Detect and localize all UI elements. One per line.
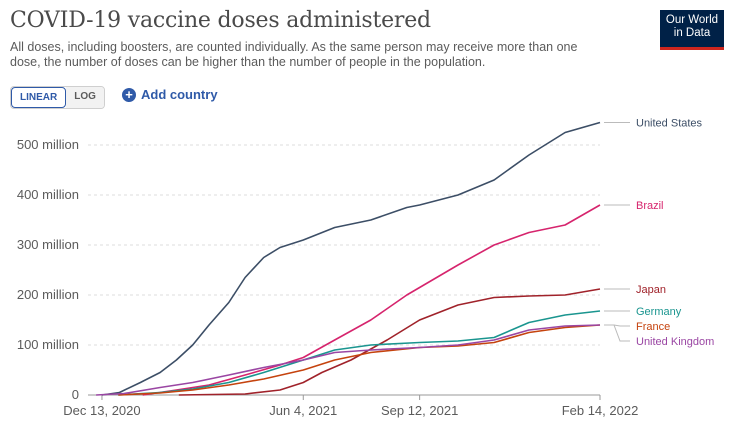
series-label: United Kingdom — [636, 336, 714, 348]
owid-logo[interactable]: Our World in Data — [660, 10, 724, 50]
logo-line-1: Our World — [665, 14, 719, 26]
series-label: France — [636, 321, 670, 333]
x-tick-label: Feb 14, 2022 — [562, 403, 639, 418]
log-scale-button[interactable]: LOG — [66, 87, 104, 108]
y-tick-label: 500 million — [17, 137, 79, 152]
x-tick-label: Sep 12, 2021 — [381, 403, 458, 418]
series-line — [178, 288, 601, 396]
series-label-connector — [604, 324, 630, 342]
scale-toggle: LINEAR LOG — [10, 86, 105, 109]
y-tick-label: 100 million — [17, 337, 79, 352]
plus-icon: + — [122, 87, 136, 102]
series-label: Japan — [636, 284, 666, 296]
x-tick-label: Jun 4, 2021 — [269, 403, 337, 418]
page-title: COVID-19 vaccine doses administered — [10, 8, 431, 33]
y-tick-label: 300 million — [17, 237, 79, 252]
add-country-button[interactable]: + Add country — [122, 87, 218, 102]
series-label: United States — [636, 118, 703, 130]
add-country-label: Add country — [141, 87, 218, 102]
series-label: Germany — [636, 306, 682, 318]
series-line — [96, 324, 601, 396]
logo-accent-bar — [660, 47, 724, 50]
logo-line-2: in Data — [673, 27, 711, 39]
y-tick-label: 200 million — [17, 287, 79, 302]
series-line — [118, 324, 601, 396]
series-line — [101, 121, 601, 396]
series-label: Brazil — [636, 200, 664, 212]
series-line — [142, 204, 601, 396]
x-tick-label: Dec 13, 2020 — [63, 403, 140, 418]
series-line — [118, 310, 601, 396]
y-tick-label: 400 million — [17, 187, 79, 202]
page-subtitle: All doses, including boosters, are count… — [10, 40, 578, 69]
y-tick-label: 0 — [72, 387, 79, 402]
linear-scale-button[interactable]: LINEAR — [11, 87, 67, 108]
